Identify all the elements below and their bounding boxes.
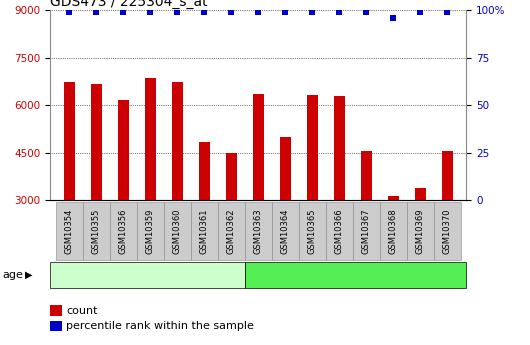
Bar: [334, 96, 345, 200]
Bar: [226, 153, 237, 200]
Point: [146, 9, 155, 15]
Point: [173, 9, 182, 15]
Bar: [91, 84, 102, 200]
Text: GSM10367: GSM10367: [362, 208, 371, 254]
Bar: [280, 138, 291, 200]
Bar: [145, 78, 156, 200]
Text: GSM10355: GSM10355: [92, 208, 101, 254]
Text: GSM10370: GSM10370: [443, 208, 452, 254]
Text: GSM10361: GSM10361: [200, 208, 209, 254]
Text: 65-71 years: 65-71 years: [318, 269, 393, 282]
Text: GSM10364: GSM10364: [281, 208, 290, 254]
Text: GDS473 / 225304_s_at: GDS473 / 225304_s_at: [50, 0, 208, 9]
Point: [335, 9, 343, 15]
Text: GSM10369: GSM10369: [416, 208, 425, 254]
Text: ▶: ▶: [25, 270, 33, 280]
Text: GSM10362: GSM10362: [227, 208, 236, 254]
Point: [362, 9, 370, 15]
Bar: [172, 82, 183, 200]
Bar: [64, 81, 75, 200]
Bar: [199, 141, 210, 200]
Text: GSM10368: GSM10368: [389, 208, 398, 254]
Text: 20-29 years: 20-29 years: [110, 269, 185, 282]
Text: GSM10359: GSM10359: [146, 208, 155, 254]
Text: percentile rank within the sample: percentile rank within the sample: [66, 321, 254, 331]
Point: [65, 9, 74, 15]
Text: count: count: [66, 306, 98, 315]
Point: [92, 9, 101, 15]
Bar: [307, 95, 318, 200]
Point: [308, 9, 316, 15]
Point: [200, 9, 209, 15]
Point: [254, 9, 263, 15]
Point: [119, 9, 128, 15]
Text: GSM10354: GSM10354: [65, 208, 74, 254]
Point: [416, 9, 425, 15]
Point: [443, 9, 452, 15]
Point: [227, 9, 236, 15]
Bar: [253, 94, 264, 200]
Text: GSM10360: GSM10360: [173, 208, 182, 254]
Bar: [415, 188, 426, 200]
Bar: [388, 196, 399, 200]
Bar: [118, 100, 129, 200]
Text: GSM10356: GSM10356: [119, 208, 128, 254]
Text: age: age: [3, 270, 23, 280]
Text: GSM10363: GSM10363: [254, 208, 263, 254]
Point: [389, 15, 398, 21]
Bar: [442, 151, 453, 200]
Text: GSM10366: GSM10366: [335, 208, 344, 254]
Point: [281, 9, 289, 15]
Bar: [361, 151, 372, 200]
Text: GSM10365: GSM10365: [308, 208, 317, 254]
